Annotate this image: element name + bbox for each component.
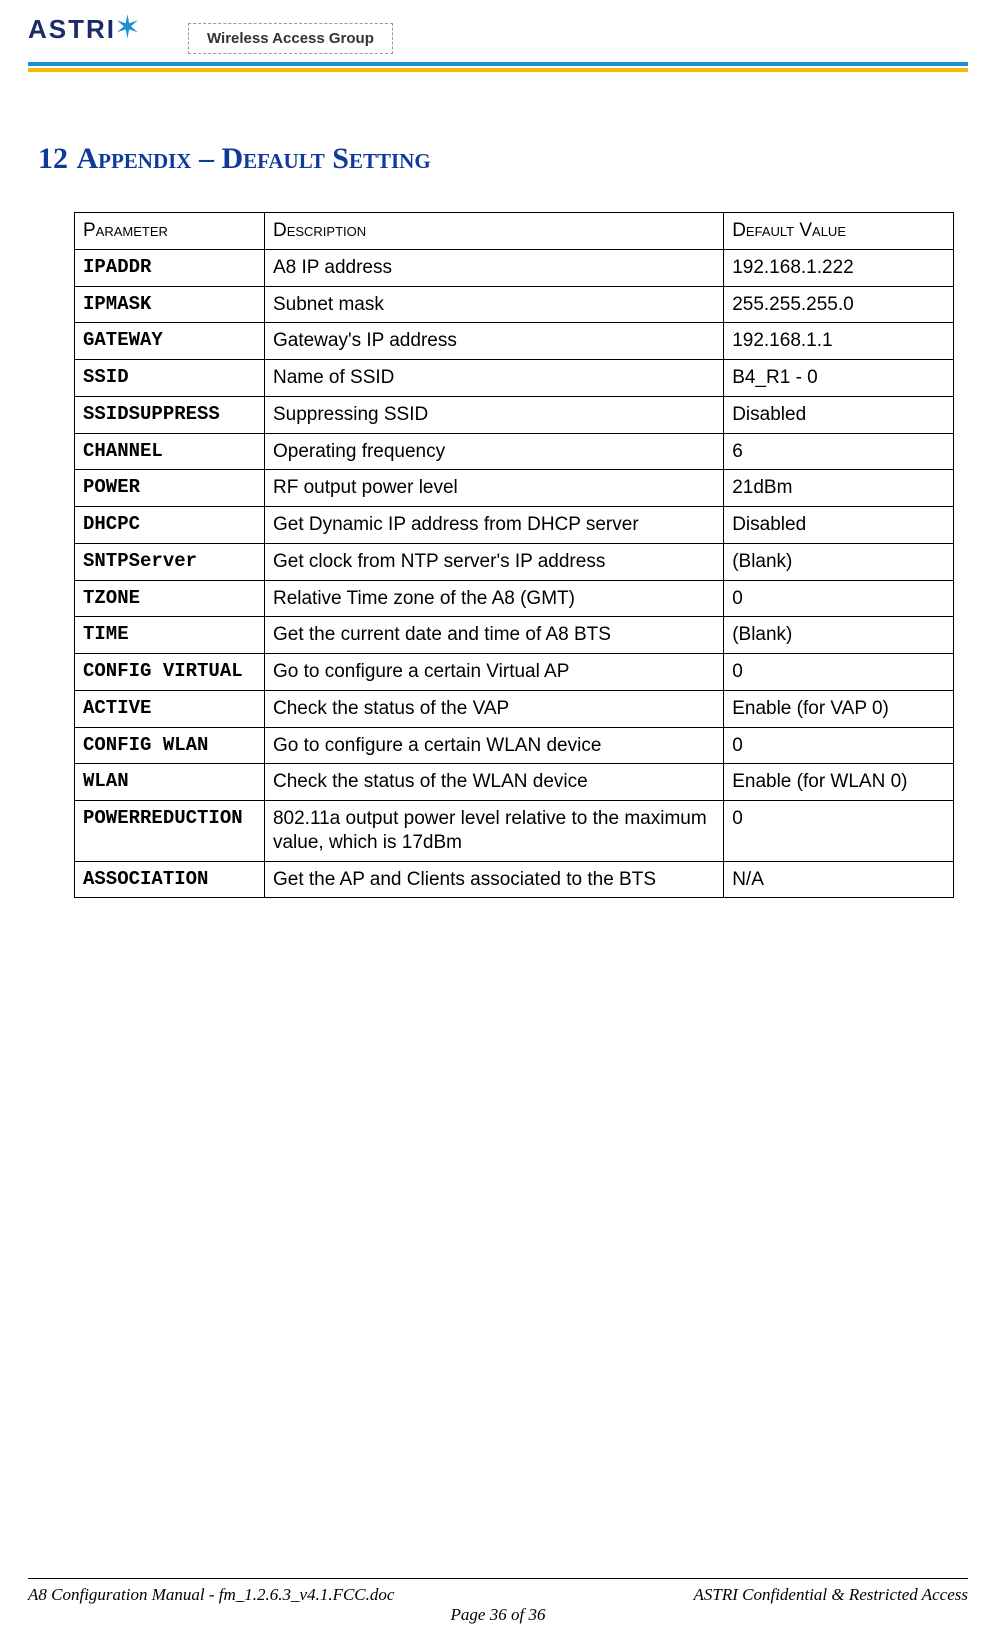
col-default-value: Default Value	[724, 213, 954, 250]
cell-default-value: 0	[724, 580, 954, 617]
table-row: POWERRF output power level21dBm	[75, 470, 954, 507]
cell-description: Get the current date and time of A8 BTS	[264, 617, 723, 654]
cell-description: Check the status of the VAP	[264, 690, 723, 727]
cell-default-value: Enable (for VAP 0)	[724, 690, 954, 727]
table-row: CONFIG WLANGo to configure a certain WLA…	[75, 727, 954, 764]
cell-default-value: 255.255.255.0	[724, 286, 954, 323]
table-row: CONFIG VIRTUALGo to configure a certain …	[75, 654, 954, 691]
section-number: 12	[38, 142, 68, 175]
table-row: TIMEGet the current date and time of A8 …	[75, 617, 954, 654]
cell-description: Subnet mask	[264, 286, 723, 323]
table-header-row: Parameter Description Default Value	[75, 213, 954, 250]
cell-default-value: N/A	[724, 861, 954, 898]
defaults-table: Parameter Description Default Value IPAD…	[74, 212, 954, 898]
cell-default-value: (Blank)	[724, 617, 954, 654]
cell-parameter: ASSOCIATION	[75, 861, 265, 898]
cell-description: Get clock from NTP server's IP address	[264, 543, 723, 580]
cell-default-value: Disabled	[724, 507, 954, 544]
col-description: Description	[264, 213, 723, 250]
cell-parameter: GATEWAY	[75, 323, 265, 360]
cell-description: 802.11a output power level relative to t…	[264, 801, 723, 862]
footer-right: ASTRI Confidential & Restricted Access	[694, 1585, 968, 1605]
footer-rule	[28, 1578, 968, 1579]
table-row: SSIDSUPPRESSSuppressing SSIDDisabled	[75, 396, 954, 433]
table-body: IPADDRA8 IP address192.168.1.222IPMASKSu…	[75, 249, 954, 898]
page-footer: A8 Configuration Manual - fm_1.2.6.3_v4.…	[28, 1578, 968, 1605]
table-row: ASSOCIATIONGet the AP and Clients associ…	[75, 861, 954, 898]
cell-parameter: SSID	[75, 360, 265, 397]
footer-center: Page 36 of 36	[28, 1605, 968, 1625]
cell-parameter: POWERREDUCTION	[75, 801, 265, 862]
col-parameter: Parameter	[75, 213, 265, 250]
table-row: SSIDName of SSIDB4_R1 - 0	[75, 360, 954, 397]
cell-default-value: 192.168.1.222	[724, 249, 954, 286]
cell-description: Relative Time zone of the A8 (GMT)	[264, 580, 723, 617]
section-title: Appendix – Default Setting	[76, 142, 430, 175]
cell-parameter: POWER	[75, 470, 265, 507]
cell-description: Get the AP and Clients associated to the…	[264, 861, 723, 898]
cell-default-value: 21dBm	[724, 470, 954, 507]
table-row: WLANCheck the status of the WLAN deviceE…	[75, 764, 954, 801]
cell-default-value: 0	[724, 654, 954, 691]
table-row: ACTIVECheck the status of the VAPEnable …	[75, 690, 954, 727]
group-label: Wireless Access Group	[188, 23, 393, 54]
cell-parameter: WLAN	[75, 764, 265, 801]
content: 12 Appendix – Default Setting Parameter …	[28, 72, 968, 898]
section-heading: 12 Appendix – Default Setting	[38, 142, 958, 176]
table-row: GATEWAYGateway's IP address192.168.1.1	[75, 323, 954, 360]
cell-description: Check the status of the WLAN device	[264, 764, 723, 801]
footer-left: A8 Configuration Manual - fm_1.2.6.3_v4.…	[28, 1585, 394, 1605]
footer-text-wrap: A8 Configuration Manual - fm_1.2.6.3_v4.…	[28, 1585, 968, 1605]
cell-description: Gateway's IP address	[264, 323, 723, 360]
cell-description: RF output power level	[264, 470, 723, 507]
logo: ASTRI ✶	[28, 0, 158, 58]
table-row: TZONERelative Time zone of the A8 (GMT)0	[75, 580, 954, 617]
table-row: SNTPServerGet clock from NTP server's IP…	[75, 543, 954, 580]
cell-parameter: CONFIG WLAN	[75, 727, 265, 764]
cell-parameter: TIME	[75, 617, 265, 654]
cell-description: Go to configure a certain Virtual AP	[264, 654, 723, 691]
cell-parameter: IPMASK	[75, 286, 265, 323]
cell-description: Go to configure a certain WLAN device	[264, 727, 723, 764]
table-row: DHCPCGet Dynamic IP address from DHCP se…	[75, 507, 954, 544]
logo-star-icon: ✶	[114, 8, 141, 46]
cell-parameter: SSIDSUPPRESS	[75, 396, 265, 433]
cell-description: A8 IP address	[264, 249, 723, 286]
cell-default-value: 0	[724, 727, 954, 764]
cell-description: Operating frequency	[264, 433, 723, 470]
footer-row: A8 Configuration Manual - fm_1.2.6.3_v4.…	[28, 1585, 968, 1605]
header-rules	[28, 62, 968, 72]
cell-description: Suppressing SSID	[264, 396, 723, 433]
cell-parameter: TZONE	[75, 580, 265, 617]
table-row: IPMASKSubnet mask255.255.255.0	[75, 286, 954, 323]
table-row: CHANNELOperating frequency6	[75, 433, 954, 470]
cell-description: Get Dynamic IP address from DHCP server	[264, 507, 723, 544]
cell-description: Name of SSID	[264, 360, 723, 397]
cell-parameter: SNTPServer	[75, 543, 265, 580]
page: ASTRI ✶ Wireless Access Group 12 Appendi…	[0, 0, 996, 1639]
cell-parameter: DHCPC	[75, 507, 265, 544]
cell-default-value: (Blank)	[724, 543, 954, 580]
cell-default-value: 0	[724, 801, 954, 862]
cell-parameter: CONFIG VIRTUAL	[75, 654, 265, 691]
cell-parameter: IPADDR	[75, 249, 265, 286]
table-row: IPADDRA8 IP address192.168.1.222	[75, 249, 954, 286]
cell-default-value: 6	[724, 433, 954, 470]
cell-parameter: ACTIVE	[75, 690, 265, 727]
cell-default-value: B4_R1 - 0	[724, 360, 954, 397]
logo-text: ASTRI	[28, 14, 116, 45]
table-row: POWERREDUCTION802.11a output power level…	[75, 801, 954, 862]
cell-default-value: Disabled	[724, 396, 954, 433]
cell-parameter: CHANNEL	[75, 433, 265, 470]
rule-blue	[28, 62, 968, 66]
cell-default-value: 192.168.1.1	[724, 323, 954, 360]
cell-default-value: Enable (for WLAN 0)	[724, 764, 954, 801]
page-header: ASTRI ✶ Wireless Access Group	[28, 0, 968, 58]
